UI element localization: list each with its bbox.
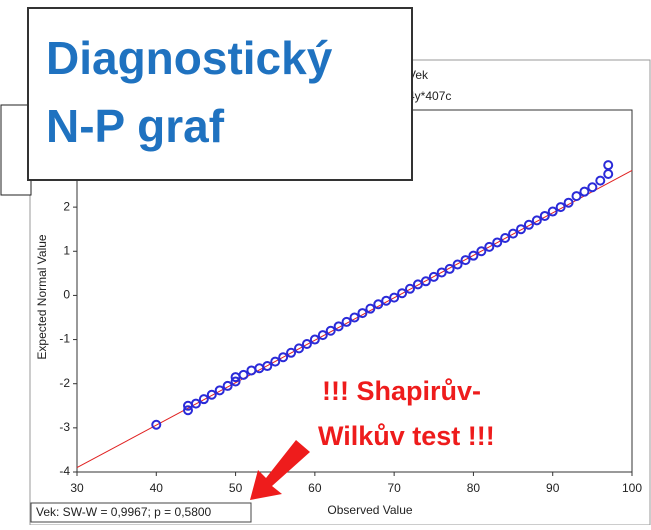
point [294, 343, 304, 354]
x-tick-label: 30 [70, 481, 84, 495]
point [571, 191, 582, 202]
x-tick-label: 100 [622, 481, 642, 495]
x-tick-label: 70 [387, 481, 401, 495]
point [484, 241, 495, 252]
point [341, 316, 352, 327]
reference-line [76, 170, 633, 469]
overlay-title: N-P graf [46, 100, 225, 152]
point [151, 419, 162, 430]
x-tick-label: 90 [546, 481, 560, 495]
y-tick-label: 1 [63, 243, 70, 257]
point [286, 347, 297, 358]
point [420, 276, 431, 287]
point [214, 385, 225, 396]
point [309, 334, 320, 345]
status-text: Vek: SW-W = 0,9967; p = 0,5800 [36, 505, 212, 519]
point [531, 215, 542, 226]
point [278, 352, 289, 363]
point [238, 369, 249, 380]
point [500, 233, 511, 244]
point [492, 237, 503, 248]
point [563, 197, 574, 208]
x-tick-label: 50 [229, 481, 243, 495]
point [428, 271, 439, 282]
x-tick-label: 60 [308, 481, 322, 495]
y-tick-label: -3 [59, 420, 70, 434]
point [333, 321, 344, 332]
point [516, 224, 526, 235]
point [523, 219, 534, 230]
side-window [0, 104, 32, 196]
y-tick-label: -1 [59, 332, 70, 346]
point [595, 175, 606, 186]
overlay-title: Diagnostický [46, 32, 333, 84]
annotation: !!! Shapirův- [322, 376, 481, 406]
point [198, 394, 209, 405]
point [547, 206, 558, 217]
x-tick-label: 40 [150, 481, 164, 495]
point [301, 338, 312, 349]
point [325, 325, 336, 336]
y-tick-label: 2 [63, 199, 70, 213]
point [389, 292, 400, 303]
point [357, 308, 368, 319]
y-tick-label: -4 [59, 464, 70, 478]
point [452, 259, 463, 270]
point [397, 288, 408, 299]
x-tick-label: 80 [467, 481, 481, 495]
y-tick-label: 0 [63, 288, 70, 302]
point [222, 380, 233, 391]
point [603, 160, 614, 171]
point [262, 361, 273, 372]
point [468, 250, 479, 261]
y-tick-label: -2 [59, 376, 70, 390]
point [587, 182, 598, 193]
y-axis-label: Expected Normal Value [35, 234, 49, 360]
point [579, 186, 590, 197]
status-box [30, 502, 252, 523]
point [206, 389, 217, 400]
point [444, 263, 455, 274]
point [190, 398, 201, 409]
point [373, 299, 384, 310]
point [365, 303, 376, 314]
point [460, 255, 471, 266]
point [270, 356, 281, 367]
point [436, 267, 447, 278]
x-axis-label: Observed Value [327, 503, 412, 517]
point [508, 228, 519, 239]
annotation: Wilkův test !!! [318, 421, 495, 451]
header-line: Vek [408, 68, 429, 82]
point [539, 210, 550, 221]
point [405, 283, 415, 294]
point [183, 405, 193, 416]
point [476, 246, 487, 257]
point [230, 376, 241, 387]
arrow [250, 440, 310, 500]
header-line: 4y*407c [408, 89, 451, 103]
point [317, 330, 328, 341]
point [349, 312, 360, 323]
point [555, 202, 566, 213]
title-box [27, 7, 413, 181]
